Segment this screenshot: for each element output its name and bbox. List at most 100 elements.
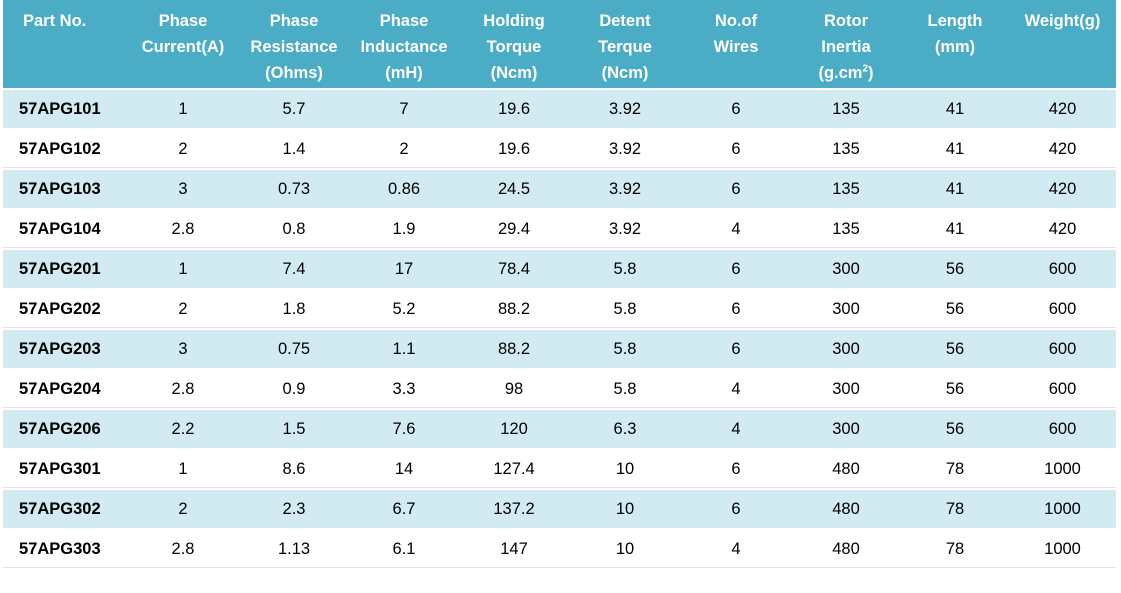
- table-cell: 300: [791, 289, 901, 330]
- table-cell: 1.9: [349, 209, 459, 250]
- column-header: Length (mm): [901, 0, 1009, 90]
- column-header: No.of Wires: [681, 0, 791, 90]
- stepper-motor-spec-table: Part No. Phase Current(A) Phase Resistance (O…: [3, 0, 1116, 570]
- column-header-line: Torque: [486, 38, 542, 56]
- column-header-line: Weight(g): [1024, 12, 1101, 30]
- table-cell: 3.92: [569, 169, 681, 210]
- column-header-line: Length: [927, 12, 983, 30]
- table-cell: 4: [681, 369, 791, 410]
- table-body: 57APG101 1 5.7 7 19.6 3.92 6 135 41 420 57APG102 2 1…: [3, 89, 1116, 570]
- table-cell: 135: [791, 129, 901, 170]
- table-cell: 1.4: [239, 129, 349, 170]
- column-header-line: Holding: [483, 12, 545, 30]
- table-cell: 2.8: [127, 209, 239, 250]
- table-cell: 88.2: [459, 329, 569, 370]
- table-cell: 3.3: [349, 369, 459, 410]
- table-cell: 6: [681, 89, 791, 130]
- table-cell: 24.5: [459, 169, 569, 210]
- table-cell: 420: [1009, 169, 1116, 210]
- table-cell: 120: [459, 409, 569, 450]
- table-cell: 78: [901, 529, 1009, 570]
- table-cell: 6.7: [349, 489, 459, 530]
- table-cell: 480: [791, 529, 901, 570]
- table-cell: 300: [791, 409, 901, 450]
- column-header-line: (g.cm2): [791, 60, 901, 86]
- column-header-superscript: 2: [862, 63, 869, 75]
- column-header-text: (g.cm: [818, 64, 863, 82]
- table-cell: 78: [901, 449, 1009, 490]
- column-header-line: Wires: [713, 38, 759, 56]
- table-cell: 1.1: [349, 329, 459, 370]
- table-row: 57APG103 3 0.73 0.86 24.5 3.92 6 135 41 420: [3, 169, 1116, 210]
- table-cell: 1: [127, 249, 239, 290]
- table-row: 57APG101 1 5.7 7 19.6 3.92 6 135 41 420: [3, 89, 1116, 130]
- table-cell: 8.6: [239, 449, 349, 490]
- table-cell: 41: [901, 209, 1009, 250]
- table-cell: 6: [681, 129, 791, 170]
- table-cell: 10: [569, 489, 681, 530]
- table-cell: 0.86: [349, 169, 459, 210]
- column-header: Weight(g): [1009, 0, 1116, 90]
- part-number-cell: 57APG203: [3, 329, 127, 370]
- table-cell: 1: [127, 449, 239, 490]
- table-cell: 420: [1009, 209, 1116, 250]
- table-cell: 600: [1009, 369, 1116, 410]
- header-row: Part No. Phase Current(A) Phase Resistance (O…: [3, 0, 1116, 90]
- table-cell: 3: [127, 169, 239, 210]
- table-row: 57APG203 3 0.75 1.1 88.2 5.8 6 300 56 600: [3, 329, 1116, 370]
- table-cell: 78: [901, 489, 1009, 530]
- part-number-cell: 57APG101: [3, 89, 127, 130]
- table-cell: 3: [127, 329, 239, 370]
- column-header-suffix: ): [868, 64, 874, 82]
- table-cell: 600: [1009, 249, 1116, 290]
- table-cell: 1000: [1009, 489, 1116, 530]
- column-header: Rotor Inertia (g.cm2): [791, 0, 901, 90]
- table-cell: 420: [1009, 89, 1116, 130]
- table-cell: 6: [681, 289, 791, 330]
- table-cell: 5.8: [569, 329, 681, 370]
- table-cell: 127.4: [459, 449, 569, 490]
- table-cell: 6: [681, 489, 791, 530]
- table-cell: 2: [127, 129, 239, 170]
- column-header: Holding Torque (Ncm): [459, 0, 569, 90]
- table-cell: 17: [349, 249, 459, 290]
- part-number-cell: 57APG104: [3, 209, 127, 250]
- table-cell: 19.6: [459, 89, 569, 130]
- table-cell: 2.2: [127, 409, 239, 450]
- spec-table-container: Part No. Phase Current(A) Phase Resistance (O…: [3, 0, 1116, 570]
- table-row: 57APG202 2 1.8 5.2 88.2 5.8 6 300 56 600: [3, 289, 1116, 330]
- table-row: 57APG206 2.2 1.5 7.6 120 6.3 4 300 56 600: [3, 409, 1116, 450]
- table-cell: 56: [901, 369, 1009, 410]
- table-cell: 4: [681, 209, 791, 250]
- table-cell: 4: [681, 529, 791, 570]
- column-header-line: Inertia: [821, 38, 871, 56]
- table-cell: 300: [791, 249, 901, 290]
- table-cell: 5.8: [569, 249, 681, 290]
- column-header-line: Part No.: [23, 12, 87, 30]
- table-cell: 41: [901, 89, 1009, 130]
- table-cell: 1: [127, 89, 239, 130]
- table-cell: 41: [901, 169, 1009, 210]
- table-cell: 3.92: [569, 89, 681, 130]
- table-cell: 2.3: [239, 489, 349, 530]
- table-cell: 2: [127, 489, 239, 530]
- table-header: Part No. Phase Current(A) Phase Resistance (O…: [3, 0, 1116, 90]
- table-row: 57APG301 1 8.6 14 127.4 10 6 480 78 1000: [3, 449, 1116, 490]
- table-cell: 135: [791, 169, 901, 210]
- table-cell: 10: [569, 529, 681, 570]
- table-cell: 88.2: [459, 289, 569, 330]
- part-number-cell: 57APG204: [3, 369, 127, 410]
- part-number-cell: 57APG206: [3, 409, 127, 450]
- table-cell: 56: [901, 329, 1009, 370]
- table-cell: 6.3: [569, 409, 681, 450]
- table-cell: 56: [901, 249, 1009, 290]
- table-cell: 600: [1009, 329, 1116, 370]
- part-number-cell: 57APG202: [3, 289, 127, 330]
- table-cell: 0.75: [239, 329, 349, 370]
- table-cell: 3.92: [569, 129, 681, 170]
- table-cell: 14: [349, 449, 459, 490]
- column-header-line: Inductance: [360, 38, 448, 56]
- table-row: 57APG302 2 2.3 6.7 137.2 10 6 480 78 1000: [3, 489, 1116, 530]
- table-cell: 0.8: [239, 209, 349, 250]
- column-header: Part No.: [3, 0, 127, 90]
